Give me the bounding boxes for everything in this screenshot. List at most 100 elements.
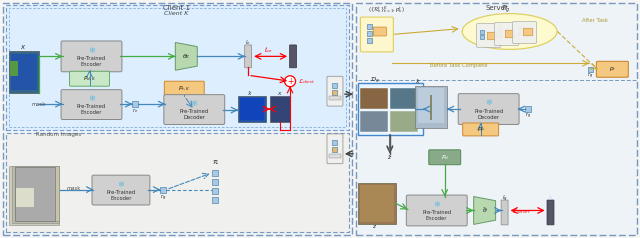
Bar [430,95,432,120]
Text: $\mathcal{R}$: $\mathcal{R}$ [212,157,219,166]
FancyBboxPatch shape [524,28,533,36]
Bar [9,51,38,93]
Bar [10,61,18,76]
Text: Client 1: Client 1 [163,5,190,11]
Bar [11,54,36,90]
Text: Pre-Trained: Pre-Trained [77,56,106,61]
Bar [329,154,341,158]
Bar [15,188,34,208]
Ellipse shape [462,14,557,50]
Text: mask: mask [31,102,46,107]
Text: Pre-Trained: Pre-Trained [77,104,106,109]
Bar [238,96,266,122]
Text: ❄: ❄ [485,99,492,107]
Bar [332,147,337,152]
FancyBboxPatch shape [244,45,252,68]
FancyBboxPatch shape [477,24,500,47]
Text: +: + [287,77,293,86]
Text: ❄: ❄ [191,99,198,108]
Bar [212,170,218,176]
FancyBboxPatch shape [70,71,109,86]
Bar [356,3,637,235]
Text: $P_d$: $P_d$ [440,153,449,162]
FancyBboxPatch shape [164,81,204,96]
Bar [240,98,264,120]
Text: ❄: ❄ [433,200,440,209]
FancyBboxPatch shape [373,27,387,36]
FancyBboxPatch shape [164,95,225,124]
Bar [358,183,396,224]
Text: $\ell_{ce}$: $\ell_{ce}$ [264,45,273,55]
Text: $\mathcal{L}_{server}$: $\mathcal{L}_{server}$ [512,207,531,216]
Bar [3,3,352,235]
Text: $x$: $x$ [277,90,283,97]
FancyBboxPatch shape [513,22,536,44]
Text: Client K: Client K [164,11,189,16]
Text: $r_e$: $r_e$ [132,107,138,115]
Text: Encoder: Encoder [426,216,447,221]
FancyBboxPatch shape [547,200,554,225]
Text: Pre-Trained: Pre-Trained [422,210,451,215]
Text: Decoder: Decoder [183,115,205,120]
FancyBboxPatch shape [495,23,518,45]
Bar [415,86,447,128]
Bar [525,106,531,112]
FancyBboxPatch shape [92,175,150,205]
Bar [15,167,54,221]
FancyBboxPatch shape [429,150,461,165]
FancyBboxPatch shape [501,200,508,225]
Bar [161,187,166,193]
Text: $\mathcal{L}_{client}$: $\mathcal{L}_{client}$ [298,77,316,86]
Text: $\hat{\theta}$: $\hat{\theta}$ [482,206,488,215]
FancyBboxPatch shape [327,134,343,164]
Text: $\theta_K$: $\theta_K$ [182,52,191,61]
Text: mask: mask [67,186,81,191]
Bar [390,111,418,132]
Bar [9,166,59,225]
Text: Server: Server [485,5,508,11]
Bar [588,67,593,72]
Text: $P_{r,K}$: $P_{r,K}$ [178,84,191,93]
FancyBboxPatch shape [327,76,343,106]
Text: $z$: $z$ [372,223,378,230]
Text: ❄: ❄ [117,180,124,189]
Text: $\hat{x}$: $\hat{x}$ [247,89,253,98]
Text: Decoder: Decoder [477,115,500,120]
FancyBboxPatch shape [596,61,628,77]
Text: $r_g$: $r_g$ [525,111,531,121]
Text: $\hat{z}$: $\hat{z}$ [387,154,392,162]
Bar [358,83,423,135]
FancyBboxPatch shape [406,195,467,226]
Text: $x$: $x$ [20,43,27,51]
Text: Before Task Complete: Before Task Complete [430,63,487,68]
Text: $P_{d,K}$: $P_{d,K}$ [83,75,96,83]
FancyBboxPatch shape [463,123,499,136]
Bar [367,38,372,43]
Bar [367,31,372,36]
Bar [516,31,520,35]
Polygon shape [474,197,495,224]
Bar [212,179,218,185]
Bar [12,166,59,223]
Bar [390,88,418,109]
Text: Pre-Trained: Pre-Trained [106,190,136,195]
Bar [212,197,218,203]
Bar [6,133,349,232]
Text: $y$: $y$ [291,39,296,46]
Bar [479,35,484,40]
Bar [360,185,394,222]
Bar [360,111,388,132]
Bar [332,140,337,145]
Bar [329,96,341,100]
Text: ❄: ❄ [88,94,95,103]
Text: $(\{\mathcal{R}_k^t\}_{k=1}^K,p_k^t)$: $(\{\mathcal{R}_k^t\}_{k=1}^K,p_k^t)$ [368,4,404,15]
Text: $\mathcal{P}_g$: $\mathcal{P}_g$ [500,4,511,15]
Text: After Task: After Task [582,18,609,23]
Bar [360,88,388,109]
Polygon shape [175,42,197,70]
Text: $p_r$: $p_r$ [609,65,616,73]
Bar [367,24,372,29]
Text: $\ell_{mae}$: $\ell_{mae}$ [262,104,274,113]
FancyBboxPatch shape [61,90,122,119]
Bar [332,90,337,95]
